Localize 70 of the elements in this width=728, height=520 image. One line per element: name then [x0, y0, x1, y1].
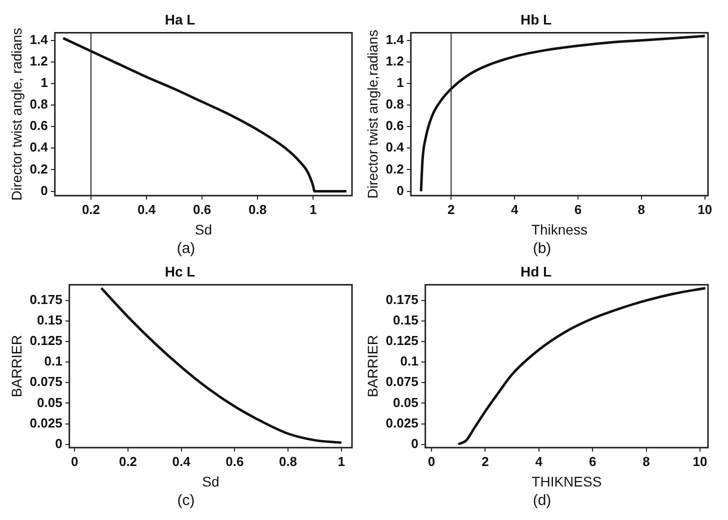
- x-tick-label: 0: [428, 454, 436, 469]
- text: (b): [532, 240, 552, 258]
- x-tick-label: 1: [310, 202, 317, 217]
- y-tick-label: 0.1: [44, 354, 62, 369]
- y-tick-label: 1.4: [386, 32, 405, 47]
- y-axis-title: BARRIER: [364, 335, 380, 398]
- y-tick-label: 0.075: [386, 374, 418, 390]
- x-tick-label: 10: [698, 202, 712, 217]
- x-tick-label: 6: [574, 202, 582, 217]
- x-tick-label: 0.4: [172, 454, 192, 469]
- y-tick-label: 0.8: [30, 96, 48, 112]
- y-tick-label: 0.05: [37, 394, 62, 410]
- y-tick-label: 0.175: [30, 292, 62, 307]
- x-tick-label: 0.6: [226, 454, 244, 469]
- y-tick-label: 1: [396, 75, 404, 90]
- text: (c): [177, 492, 195, 510]
- y-tick-label: 0.175: [386, 292, 418, 307]
- x-tick-label: 0.8: [248, 202, 267, 217]
- text: (a): [176, 240, 196, 258]
- y-tick-label: 0.025: [30, 415, 62, 430]
- x-tick-label: 0: [71, 454, 78, 469]
- chart-title: Hc L: [164, 263, 196, 280]
- y-tick-label: 0.6: [386, 118, 404, 134]
- y-tick-label: 0: [411, 436, 418, 451]
- y-axis-title: BARRIER: [8, 335, 24, 398]
- x-tick-label: 2: [482, 454, 489, 469]
- y-tick-label: 0.8: [386, 96, 404, 112]
- x-tick-label: 0.8: [278, 454, 298, 469]
- x-tick-label: 0.2: [82, 202, 100, 217]
- chart-title: Hd L: [520, 263, 552, 280]
- x-axis-title: Thikness: [531, 221, 588, 238]
- y-tick-label: 0.6: [30, 118, 48, 134]
- text: (d): [532, 492, 552, 510]
- y-tick-label: 0.15: [37, 312, 62, 328]
- x-axis-title: THIKNESS: [532, 473, 602, 490]
- x-axis-title: Sd: [202, 473, 220, 490]
- x-tick-label: 1: [338, 454, 345, 469]
- x-tick-label: 8: [642, 454, 650, 469]
- y-tick-label: 0: [55, 436, 62, 451]
- y-tick-label: 0.125: [30, 333, 62, 348]
- x-tick-label: 0.6: [193, 202, 212, 217]
- x-tick-label: 4: [510, 202, 519, 217]
- y-tick-label: 0: [396, 182, 404, 198]
- y-tick-label: 1.2: [386, 53, 404, 68]
- chart-title: Hb L: [520, 11, 552, 28]
- y-tick-label: 0.4: [30, 140, 49, 155]
- x-tick-label: 6: [588, 454, 596, 469]
- y-tick-label: 1.4: [30, 32, 49, 47]
- y-tick-label: 0.1: [400, 354, 418, 369]
- y-tick-label: 0.025: [386, 415, 418, 430]
- y-tick-label: 0.15: [393, 312, 418, 328]
- y-axis-title: Director twist angle, radians: [8, 28, 24, 201]
- x-axis-title: Sd: [194, 221, 212, 238]
- y-tick-label: 0.2: [386, 161, 404, 176]
- y-tick-label: 0.125: [386, 333, 418, 348]
- y-tick-label: 0: [40, 182, 48, 198]
- x-tick-label: 8: [638, 202, 646, 217]
- x-tick-label: 4: [535, 454, 544, 469]
- x-tick-label: 10: [692, 454, 708, 469]
- y-tick-label: 1: [40, 75, 48, 90]
- y-tick-label: 0.2: [30, 161, 48, 176]
- x-tick-label: 2: [448, 202, 455, 217]
- y-tick-label: 0.4: [386, 140, 405, 155]
- y-tick-label: 0.075: [30, 374, 62, 390]
- x-tick-label: 0.4: [137, 202, 156, 217]
- x-tick-label: 0.2: [118, 454, 138, 469]
- y-tick-label: 1.2: [30, 53, 48, 68]
- y-axis-title: Director twist angle,radians: [364, 30, 380, 199]
- chart-title: Ha L: [164, 11, 196, 28]
- y-tick-label: 0.05: [393, 394, 418, 410]
